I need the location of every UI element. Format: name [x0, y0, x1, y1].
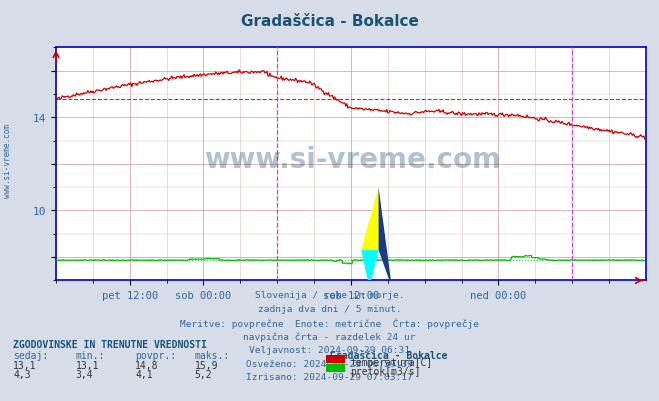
Text: navpična črta - razdelek 24 ur: navpična črta - razdelek 24 ur	[243, 332, 416, 341]
Text: zadnja dva dni / 5 minut.: zadnja dva dni / 5 minut.	[258, 304, 401, 313]
Text: Slovenija / reke in morje.: Slovenija / reke in morje.	[255, 291, 404, 300]
Text: 3,4: 3,4	[76, 369, 94, 379]
Text: Veljavnost: 2024-09-29 06:31: Veljavnost: 2024-09-29 06:31	[249, 345, 410, 354]
Text: Osveženo: 2024-09-29 06:59:39: Osveženo: 2024-09-29 06:59:39	[246, 359, 413, 368]
Polygon shape	[361, 251, 378, 288]
Text: 4,1: 4,1	[135, 369, 153, 379]
Text: 14,8: 14,8	[135, 360, 159, 370]
Text: pretok[m3/s]: pretok[m3/s]	[350, 367, 420, 377]
Text: ZGODOVINSKE IN TRENUTNE VREDNOSTI: ZGODOVINSKE IN TRENUTNE VREDNOSTI	[13, 340, 207, 350]
Text: Gradaščica - Bokalce: Gradaščica - Bokalce	[330, 350, 447, 360]
Text: 15,9: 15,9	[194, 360, 218, 370]
Text: www.si-vreme.com: www.si-vreme.com	[204, 146, 501, 174]
Polygon shape	[378, 188, 392, 288]
Text: maks.:: maks.:	[194, 350, 229, 360]
Text: povpr.:: povpr.:	[135, 350, 176, 360]
Text: Meritve: povprečne  Enote: metrične  Črta: povprečje: Meritve: povprečne Enote: metrične Črta:…	[180, 318, 479, 328]
Text: 13,1: 13,1	[76, 360, 100, 370]
Text: sedaj:: sedaj:	[13, 350, 48, 360]
Text: 13,1: 13,1	[13, 360, 37, 370]
Text: www.si-vreme.com: www.si-vreme.com	[3, 124, 13, 197]
Text: min.:: min.:	[76, 350, 105, 360]
Text: temperatura[C]: temperatura[C]	[350, 357, 432, 367]
Text: 5,2: 5,2	[194, 369, 212, 379]
Text: Gradaščica - Bokalce: Gradaščica - Bokalce	[241, 14, 418, 29]
Text: 4,3: 4,3	[13, 369, 31, 379]
Text: Izrisano: 2024-09-29 07:03:17: Izrisano: 2024-09-29 07:03:17	[246, 373, 413, 381]
Polygon shape	[361, 188, 378, 251]
